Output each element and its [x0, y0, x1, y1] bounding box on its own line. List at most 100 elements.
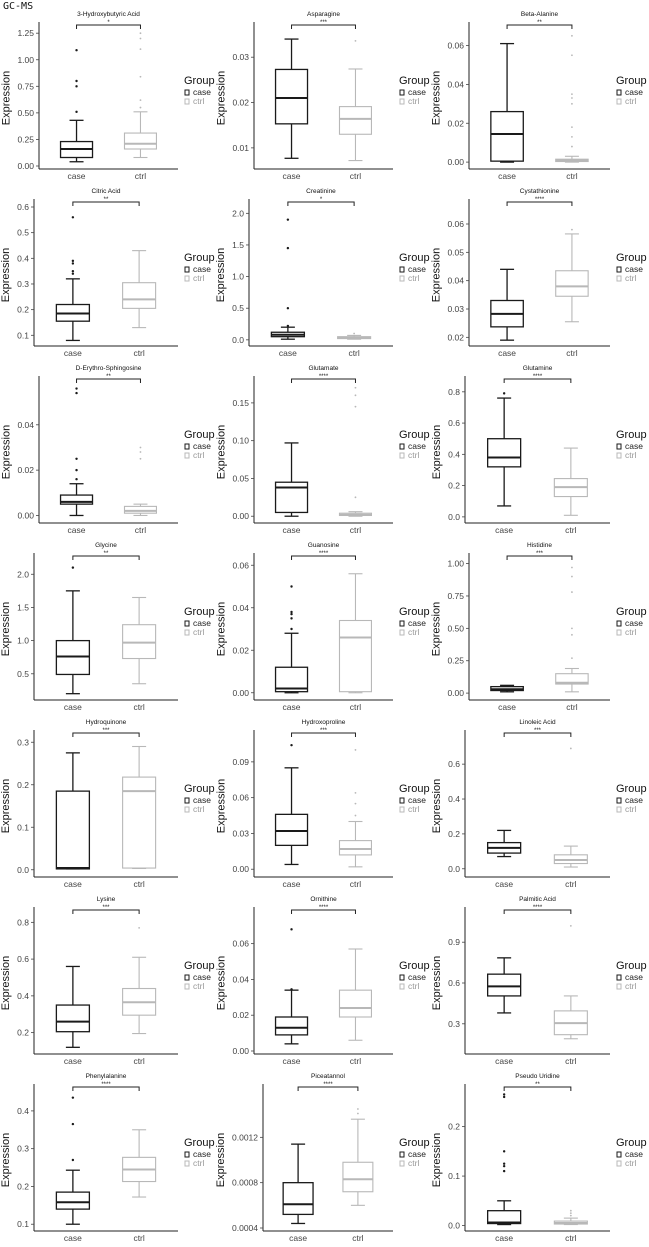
outlier-point [71, 259, 75, 263]
y-tick-label: 0.02 [232, 645, 249, 655]
legend-title: Group [616, 606, 647, 618]
y-tick-label: 0.3 [17, 279, 29, 289]
outlier-point [569, 1209, 572, 1212]
outlier-point [290, 612, 293, 616]
outlier-point [571, 633, 573, 636]
legend-key-case [184, 974, 190, 981]
box-ctrl [338, 989, 373, 1018]
legend-label: ctrl [625, 981, 636, 991]
x-tick-label: ctrl [135, 525, 146, 535]
x-tick-label: ctrl [350, 525, 361, 535]
outlier-point [290, 988, 293, 991]
outlier-point [290, 585, 293, 588]
legend-key-ctrl [184, 1160, 190, 1167]
legend-label: case [625, 795, 643, 805]
x-tick-label: ctrl [133, 1233, 144, 1243]
legend-key-ctrl [399, 275, 405, 282]
legend-title: Group [616, 429, 647, 441]
y-tick-label: 0.6 [17, 954, 29, 964]
y-tick-label: 0.75 [17, 81, 34, 91]
y-tick-label: 0.0008 [232, 1178, 258, 1188]
legend-key-case [184, 89, 190, 96]
outlier-point [354, 814, 357, 817]
x-tick-label: ctrl [350, 879, 361, 889]
legend-key-ctrl [616, 452, 622, 459]
x-tick-label: case [498, 348, 516, 358]
legend-key-case [184, 443, 190, 450]
legend-label: ctrl [408, 981, 419, 991]
legend-title: Group [399, 75, 430, 87]
y-tick-label: 0.00 [232, 511, 249, 521]
y-tick-label: 0.06 [232, 560, 249, 570]
significance-label: **** [101, 1082, 111, 1088]
outlier-point [286, 246, 290, 250]
panel-title: Pseudo Uridine [515, 1073, 560, 1080]
legend-title: Group [184, 606, 215, 618]
significance-bracket [506, 555, 573, 560]
legend-title: Group [399, 783, 430, 795]
outlier-point [71, 269, 75, 273]
panel: Palmitic Acid **** 0.3 0.6 0.9 Expression case… [431, 896, 646, 1066]
legend-label: ctrl [193, 450, 204, 460]
legend-label: ctrl [193, 981, 204, 991]
x-tick-label: case [64, 1056, 82, 1066]
outlier-point [286, 307, 290, 310]
panel: Cystathionine **** 0.02 0.03 0.04 0.05 0.06 Exp… [430, 188, 646, 358]
y-tick-label: 0.03 [232, 828, 249, 838]
significance-bracket [503, 732, 572, 737]
legend-label: case [193, 441, 211, 451]
outlier-point [571, 145, 573, 148]
outlier-point [75, 391, 78, 395]
y-tick-label: 0.04 [447, 79, 464, 89]
legend-key-ctrl [616, 629, 622, 636]
outlier-point [75, 457, 78, 460]
legend-label: ctrl [408, 450, 419, 460]
outlier-point [75, 478, 78, 481]
outlier-point [353, 332, 356, 335]
outlier-point [290, 928, 293, 931]
y-tick-label: 0.02 [17, 465, 34, 475]
y-tick-label: 0.2 [17, 1028, 29, 1038]
legend-label: case [408, 1149, 426, 1159]
y-tick-label: 0.04 [232, 603, 249, 613]
x-tick-label: ctrl [133, 348, 144, 358]
y-axis-label: Expression [215, 1133, 227, 1187]
y-tick-label: 0.00 [232, 1046, 249, 1056]
y-tick-label: 0.05 [232, 473, 249, 483]
y-tick-label: 0.4 [448, 449, 460, 459]
panel-title: Palmitic Acid [519, 896, 556, 903]
x-tick-label: ctrl [565, 1056, 576, 1066]
legend-key-case [616, 974, 622, 981]
y-tick-label: 1.0 [232, 272, 244, 282]
y-axis-label: Expression [431, 779, 443, 833]
significance-label: **** [533, 905, 543, 911]
x-tick-label: case [495, 525, 513, 535]
outlier-point [569, 1212, 572, 1215]
legend-key-ctrl [184, 983, 190, 990]
y-tick-label: 0.06 [232, 793, 249, 803]
y-tick-label: 0.00 [17, 510, 34, 520]
legend-label: case [408, 972, 426, 982]
outlier-point [571, 228, 573, 231]
box-case [55, 1191, 91, 1210]
box-case [490, 110, 524, 162]
legend-key-case [184, 797, 190, 804]
outlier-point [571, 135, 573, 138]
y-tick-label: 0.00 [232, 864, 249, 874]
legend-key-case [616, 620, 622, 627]
x-tick-label: case [495, 1056, 513, 1066]
legend-label: ctrl [625, 450, 636, 460]
y-axis-label: Expression [215, 425, 227, 479]
outlier-point [71, 566, 75, 569]
outlier-point [139, 99, 142, 102]
legend-key-ctrl [184, 452, 190, 459]
outlier-point [569, 924, 572, 927]
y-tick-label: 0.0 [17, 865, 29, 875]
y-tick-label: 0.02 [232, 1010, 249, 1020]
outlier-point [290, 743, 293, 747]
x-tick-label: case [283, 702, 301, 712]
legend-key-case [184, 266, 190, 273]
y-axis-label: Expression [431, 425, 443, 479]
outlier-point [290, 627, 293, 631]
